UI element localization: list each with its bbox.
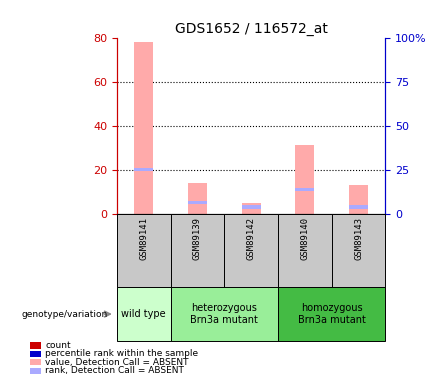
- Bar: [242, 203, 261, 214]
- FancyBboxPatch shape: [278, 287, 385, 341]
- Bar: [295, 188, 314, 191]
- Text: genotype/variation: genotype/variation: [22, 310, 108, 319]
- Text: GSM89139: GSM89139: [193, 217, 202, 260]
- Text: GSM89143: GSM89143: [354, 217, 363, 260]
- Bar: [134, 42, 153, 214]
- Text: homozygous
Brn3a mutant: homozygous Brn3a mutant: [298, 303, 365, 325]
- Text: count: count: [45, 341, 71, 350]
- FancyBboxPatch shape: [332, 214, 385, 287]
- Text: GSM89140: GSM89140: [301, 217, 309, 260]
- FancyBboxPatch shape: [117, 214, 171, 287]
- Bar: [30, 368, 41, 374]
- Bar: [188, 183, 207, 214]
- Title: GDS1652 / 116572_at: GDS1652 / 116572_at: [174, 22, 328, 36]
- Bar: [134, 168, 153, 171]
- Text: GSM89141: GSM89141: [139, 217, 148, 260]
- Bar: [349, 185, 368, 214]
- Bar: [188, 201, 207, 204]
- Text: GSM89142: GSM89142: [247, 217, 255, 260]
- Text: wild type: wild type: [121, 309, 166, 319]
- Bar: [349, 206, 368, 209]
- Text: value, Detection Call = ABSENT: value, Detection Call = ABSENT: [45, 358, 189, 367]
- FancyBboxPatch shape: [278, 214, 332, 287]
- Bar: [30, 359, 41, 365]
- FancyBboxPatch shape: [117, 287, 171, 341]
- Bar: [30, 342, 41, 348]
- Bar: [295, 146, 314, 214]
- Text: percentile rank within the sample: percentile rank within the sample: [45, 350, 199, 358]
- FancyBboxPatch shape: [224, 214, 278, 287]
- Bar: [30, 351, 41, 357]
- Text: rank, Detection Call = ABSENT: rank, Detection Call = ABSENT: [45, 366, 184, 375]
- Bar: [242, 206, 261, 209]
- FancyBboxPatch shape: [171, 214, 224, 287]
- Text: heterozygous
Brn3a mutant: heterozygous Brn3a mutant: [191, 303, 258, 325]
- FancyBboxPatch shape: [171, 287, 278, 341]
